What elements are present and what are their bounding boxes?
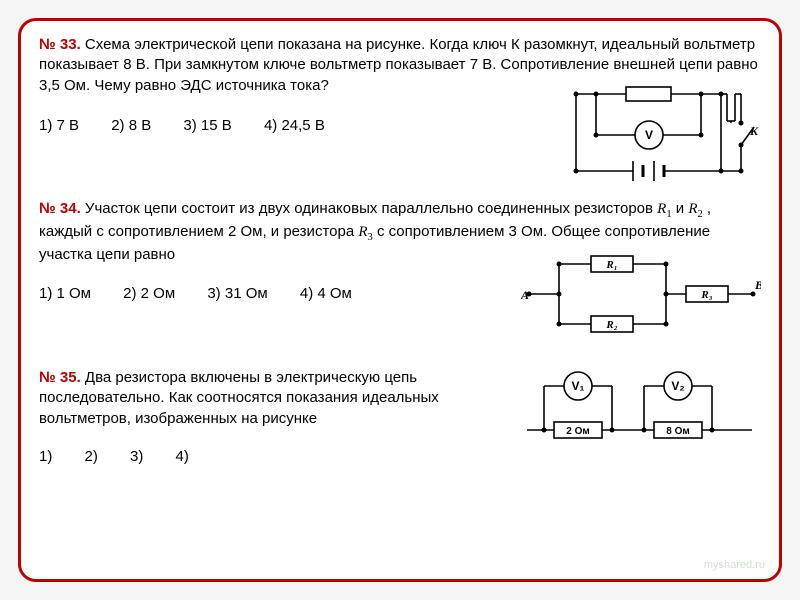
- problem-34: № 34. Участок цепи состоит из двух одина…: [39, 199, 761, 354]
- p33-ans-3: 3) 15 В: [183, 117, 231, 134]
- p33-ans-4: 4) 24,5 В: [264, 117, 325, 134]
- label-V1: V₁: [572, 379, 585, 393]
- p35-ans-4: 4): [176, 448, 189, 465]
- problem-35-text: Два резистора включены в электрическую ц…: [39, 369, 439, 427]
- p34-R1: R1: [657, 201, 671, 217]
- problem-34-number: № 34.: [39, 200, 81, 217]
- label-V: V: [645, 128, 653, 142]
- p34-R2: R2: [688, 201, 702, 217]
- watermark: myshared.ru: [704, 559, 765, 571]
- p33-ans-1: 1) 7 В: [39, 117, 79, 134]
- p34-ans-4: 4) 4 Ом: [300, 285, 352, 302]
- label-V2: V₂: [671, 379, 684, 393]
- problem-35: № 35. Два резистора включены в электриче…: [39, 368, 761, 498]
- page-frame: № 33. Схема электрической цепи показана …: [18, 18, 782, 582]
- circuit-34: А В R₁ R₂ R₃: [521, 249, 761, 339]
- p34-t0: Участок цепи состоит из двух одинаковых …: [85, 200, 657, 217]
- label-R3: R₃: [700, 289, 712, 301]
- p34-ans-1: 1) 1 Ом: [39, 285, 91, 302]
- circuit-35: V₁ V₂ 2 Ом 8 Ом: [522, 362, 757, 452]
- problem-35-number: № 35.: [39, 369, 81, 386]
- p35-ans-3: 3): [130, 448, 143, 465]
- label-R2: R₂: [605, 319, 617, 331]
- circuit-33: V K: [551, 83, 761, 193]
- p34-ans-2: 2) 2 Ом: [123, 285, 175, 302]
- label-8ohm: 8 Ом: [666, 426, 690, 437]
- p35-ans-2: 2): [85, 448, 98, 465]
- label-2ohm: 2 Ом: [566, 426, 590, 437]
- p34-t1: и: [676, 200, 689, 217]
- label-B: В: [754, 278, 761, 292]
- label-R1: R₁: [605, 259, 617, 271]
- label-K: K: [749, 124, 759, 138]
- p33-ans-2: 2) 8 В: [111, 117, 151, 134]
- p35-ans-1: 1): [39, 448, 52, 465]
- label-A: А: [521, 288, 529, 302]
- problem-33-number: № 33.: [39, 36, 81, 53]
- problem-33: № 33. Схема электрической цепи показана …: [39, 35, 761, 185]
- p34-R3: R3: [358, 224, 372, 240]
- p34-ans-3: 3) 31 Ом: [207, 285, 267, 302]
